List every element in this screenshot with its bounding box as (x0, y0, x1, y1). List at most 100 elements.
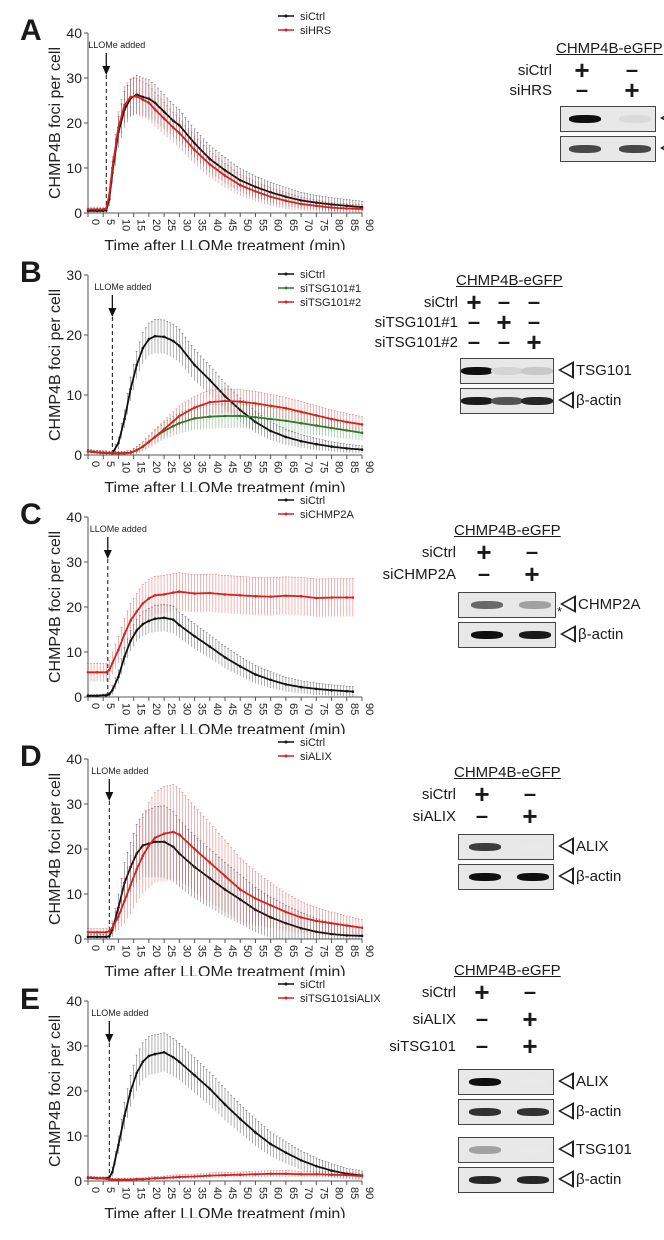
minus-sign: – (523, 979, 537, 1004)
data-point (269, 404, 272, 408)
x-tick-label: 5 (104, 219, 116, 225)
blot-box (458, 1137, 554, 1163)
series-siALIX (86, 784, 364, 936)
y-axis-label: CHMP4B foci per cell (47, 531, 64, 683)
protein-band (469, 843, 501, 851)
y-tick-label: 20 (66, 1083, 82, 1099)
plus-sign: + (624, 75, 640, 105)
x-tick-label: 45 (226, 219, 238, 231)
y-tick-label: 40 (66, 751, 82, 767)
protein-band (469, 1176, 501, 1184)
x-tick-label: 35 (196, 1187, 208, 1199)
data-point (135, 95, 139, 98)
data-point (284, 910, 288, 914)
triangle-arrow-icon (558, 1170, 574, 1188)
data-point (193, 1073, 196, 1077)
minus-sign: – (525, 539, 539, 564)
data-point (153, 108, 157, 111)
x-tick-label: 25 (165, 945, 177, 957)
data-point (117, 1178, 120, 1181)
x-tick-label: 15 (135, 945, 147, 957)
x-tick-label: 30 (180, 219, 192, 231)
x-tick-label: 25 (165, 219, 177, 231)
y-tick-label: 0 (74, 1173, 82, 1189)
blot-box (458, 1069, 554, 1095)
minus-sign: – (475, 1006, 489, 1031)
blot-band-label: β-actin (558, 391, 621, 409)
legend-label: siCtrl (300, 269, 325, 281)
data-point (269, 1142, 272, 1146)
data-point (86, 930, 90, 934)
band-label-text: CHMP2A (578, 595, 641, 613)
blot-title: CHMP4B-eGFP (454, 522, 561, 539)
data-point (299, 1172, 303, 1176)
data-point (95, 670, 99, 674)
data-point (129, 1178, 132, 1181)
data-point (104, 693, 108, 697)
protein-band (471, 601, 503, 609)
data-point (178, 131, 181, 135)
panel-letter-b: B (20, 256, 42, 289)
data-point (117, 1143, 120, 1147)
data-point (284, 1172, 288, 1176)
x-tick-label: 50 (241, 219, 253, 231)
data-point (153, 435, 157, 439)
y-tick-label: 40 (66, 509, 82, 525)
protein-band (469, 1078, 501, 1086)
data-point (129, 639, 132, 643)
data-point (129, 95, 132, 99)
plus-sign: + (524, 559, 540, 589)
series-line (88, 616, 353, 697)
data-point (117, 451, 120, 455)
y-tick-label: 30 (66, 267, 82, 283)
x-tick-label: 10 (119, 945, 131, 957)
data-point (153, 1052, 157, 1056)
data-point (330, 417, 333, 421)
x-tick-label: 90 (363, 461, 375, 473)
data-point (208, 378, 212, 382)
x-tick-label: 35 (196, 945, 208, 957)
data-point (315, 1172, 318, 1176)
data-point (208, 1174, 212, 1177)
protein-band (517, 1078, 549, 1086)
data-point (193, 847, 196, 851)
blot-title: CHMP4B-eGFP (556, 40, 663, 57)
band-label-text: β-actin (576, 1102, 622, 1120)
x-tick-label: 25 (165, 703, 177, 715)
y-tick-label: 40 (66, 25, 82, 41)
x-tick-label: 20 (150, 1187, 162, 1199)
panel-letter-c: C (20, 498, 42, 531)
legend-marker (284, 300, 288, 304)
x-tick-label: 20 (150, 945, 162, 957)
triangle-arrow-icon (560, 595, 576, 613)
legend-marker (284, 754, 288, 758)
minus-sign: – (527, 309, 541, 334)
x-tick-label: 75 (317, 945, 329, 957)
data-point (193, 634, 196, 638)
x-tick-label: 55 (256, 1187, 268, 1199)
blot-box (458, 834, 554, 860)
x-tick-label: 30 (180, 461, 192, 473)
x-tick-label: 85 (348, 1187, 360, 1199)
data-point (269, 903, 272, 907)
western-blot-e: CHMP4B-eGFP siCtrl + – siALIX – + siTSG101– + ALI… (380, 962, 664, 1240)
legend-marker (284, 512, 288, 516)
x-tick-label: 60 (272, 219, 284, 231)
data-point (208, 163, 212, 166)
x-tick-label: 30 (180, 703, 192, 715)
data-point (315, 1164, 318, 1168)
data-point (153, 836, 157, 840)
band-label-text: ALIX (576, 837, 609, 855)
plus-sign: + (526, 327, 542, 357)
legend-label: siALIX (300, 751, 332, 763)
x-tick-label: 80 (333, 219, 345, 231)
data-point (141, 1177, 145, 1181)
data-point (299, 594, 303, 598)
data-point (86, 208, 90, 211)
data-point (299, 439, 303, 443)
y-tick-label: 20 (66, 115, 82, 131)
blot-band-label: CHMP2A (560, 595, 641, 613)
data-point (254, 897, 257, 900)
x-axis-label: Time after LLOMe treatment (min) (104, 480, 345, 492)
